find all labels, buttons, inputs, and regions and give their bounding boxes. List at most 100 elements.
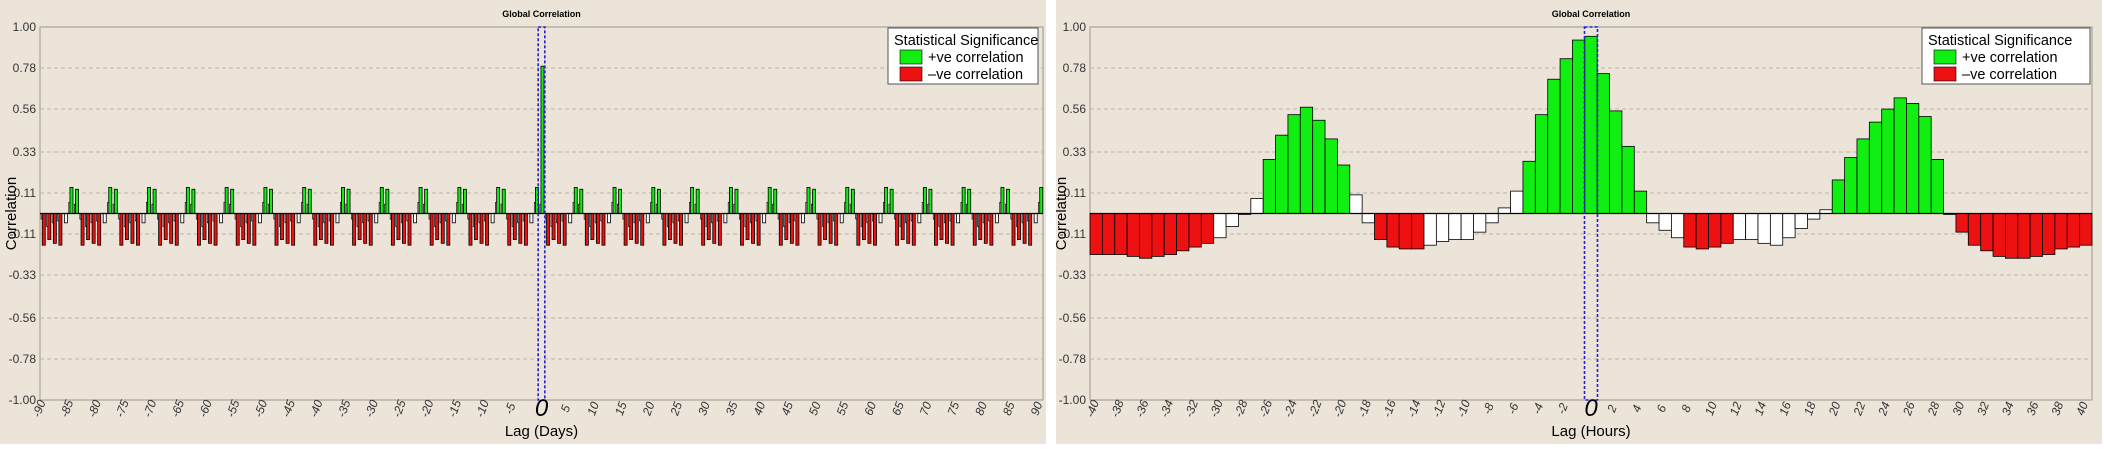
bar-lag--35 bbox=[346, 188, 351, 214]
bar-lag-80 bbox=[983, 213, 988, 244]
x-tick-label: 12 bbox=[1727, 400, 1745, 418]
bar-lag--9 bbox=[490, 213, 495, 224]
bar-lag-3 bbox=[557, 213, 562, 244]
bar-lag--28 bbox=[385, 188, 390, 214]
legend-label-positive: +ve correlation bbox=[1962, 50, 2058, 66]
bar-lag--19 bbox=[1349, 194, 1363, 214]
x-tick-label: -65 bbox=[168, 398, 187, 419]
bar-lag--37 bbox=[335, 213, 340, 224]
bar-lag-44 bbox=[784, 213, 789, 241]
x-tick-label: 15 bbox=[612, 400, 630, 418]
x-tick-label: -15 bbox=[445, 398, 464, 419]
bar-lag-64 bbox=[895, 213, 900, 246]
x-tick-label: -5 bbox=[502, 401, 519, 416]
bar-lag-85 bbox=[1011, 213, 1016, 246]
bar-lag--13 bbox=[468, 213, 473, 246]
bar-lag--1 bbox=[1572, 39, 1586, 214]
x-tick-label: -50 bbox=[251, 398, 270, 419]
bar-lag--20 bbox=[429, 213, 434, 246]
y-tick-label: -1.00 bbox=[9, 393, 37, 407]
bar-lag-16 bbox=[629, 213, 634, 241]
bar-lag--63 bbox=[191, 188, 196, 214]
bar-lag-3 bbox=[1621, 145, 1635, 214]
x-tick-label: -40 bbox=[307, 398, 326, 419]
bar-lag-40 bbox=[762, 213, 767, 224]
bar-lag-40 bbox=[2079, 213, 2093, 246]
bar-lag-76 bbox=[961, 186, 966, 214]
x-tick-label: -14 bbox=[1405, 398, 1424, 419]
bar-lag--50 bbox=[263, 186, 268, 214]
bar-lag-31 bbox=[1967, 213, 1982, 246]
bar-lag-13 bbox=[1745, 213, 1759, 241]
x-tick-label-zero: 0 bbox=[535, 395, 549, 422]
legend-swatch-positive bbox=[1933, 49, 1957, 65]
bar-lag--12 bbox=[1435, 213, 1450, 242]
legend-title: Statistical Significance bbox=[894, 33, 1038, 49]
x-tick-label: 40 bbox=[751, 400, 769, 418]
zero-lag-box bbox=[537, 26, 546, 401]
y-tick-label: 0.33 bbox=[13, 145, 37, 159]
bar-lag-62 bbox=[884, 186, 888, 214]
bar-lag-39 bbox=[756, 213, 761, 246]
bar-lag-19 bbox=[645, 213, 650, 224]
bar-lag--52 bbox=[252, 213, 257, 246]
bar-lag-70 bbox=[928, 188, 933, 214]
bar-lag--29 bbox=[1225, 213, 1239, 227]
x-tick-label: -75 bbox=[113, 398, 132, 419]
bar-lag--25 bbox=[402, 213, 406, 244]
x-tick-label: -8 bbox=[1480, 401, 1497, 416]
bar-lag--65 bbox=[180, 213, 185, 224]
bar-lag-17 bbox=[634, 213, 639, 244]
bar-lag-88 bbox=[1028, 213, 1033, 246]
bar-lag-43 bbox=[778, 213, 783, 246]
legend: Statistical Significance+ve correlation–… bbox=[1921, 27, 2091, 85]
bar-lag-10 bbox=[1708, 213, 1722, 248]
bar-lag--83 bbox=[80, 213, 85, 246]
y-tick-label: -1.00 bbox=[1059, 393, 1087, 407]
bar-lag--26 bbox=[396, 213, 401, 241]
bar-lag--6 bbox=[1510, 190, 1524, 214]
y-tick-label: -0.11 bbox=[1060, 227, 1087, 241]
x-tick-label: -35 bbox=[334, 398, 353, 419]
bar-lag--21 bbox=[1324, 138, 1338, 214]
y-axis-label: Correlation bbox=[3, 177, 20, 250]
x-tick-label: -22 bbox=[1306, 398, 1325, 419]
y-tick-label: -0.78 bbox=[1059, 352, 1087, 366]
chart-title: Global Correlation bbox=[502, 9, 581, 19]
bar-lag--51 bbox=[257, 213, 262, 224]
y-tick-label: 1.00 bbox=[13, 20, 37, 34]
bar-lag-73 bbox=[945, 213, 949, 244]
x-tick-label: 28 bbox=[1924, 400, 1942, 419]
bar-lag--3 bbox=[1547, 78, 1561, 214]
bar-lag-39 bbox=[2066, 213, 2081, 248]
x-tick-label: -4 bbox=[1529, 401, 1546, 416]
x-tick-label: -55 bbox=[223, 398, 242, 419]
bar-lag--15 bbox=[457, 186, 462, 214]
y-tick-label: -0.56 bbox=[1059, 311, 1087, 325]
bar-lag--89 bbox=[47, 213, 52, 241]
x-tick-label: 65 bbox=[889, 400, 907, 418]
bar-lag--36 bbox=[341, 186, 345, 214]
x-tick-label: -45 bbox=[279, 398, 298, 419]
bar-lag-30 bbox=[706, 213, 711, 241]
y-tick-label: 0.11 bbox=[1064, 186, 1087, 200]
bar-lag-7 bbox=[1671, 213, 1685, 239]
bar-lag--31 bbox=[368, 213, 373, 246]
bar-lag--11 bbox=[1448, 213, 1462, 241]
bar-lag--30 bbox=[374, 213, 379, 224]
x-tick-label: 38 bbox=[2048, 400, 2066, 418]
bar-lag-37 bbox=[2042, 213, 2056, 255]
bar-lag-83 bbox=[1000, 186, 1005, 214]
x-tick-label: 6 bbox=[1654, 403, 1670, 414]
bar-lag-55 bbox=[845, 186, 850, 214]
zero-lag-box bbox=[1583, 26, 1599, 401]
bar-lag--48 bbox=[274, 213, 279, 246]
bar-lag-33 bbox=[723, 213, 728, 224]
x-tick-label: 50 bbox=[806, 400, 824, 418]
x-tick-label: -32 bbox=[1182, 398, 1201, 419]
bar-lag-5 bbox=[568, 213, 573, 224]
bar-lag-51 bbox=[823, 213, 828, 241]
y-tick-label: -0.33 bbox=[1059, 268, 1087, 282]
bar-lag--69 bbox=[158, 213, 163, 246]
bar-lag--55 bbox=[235, 213, 240, 246]
